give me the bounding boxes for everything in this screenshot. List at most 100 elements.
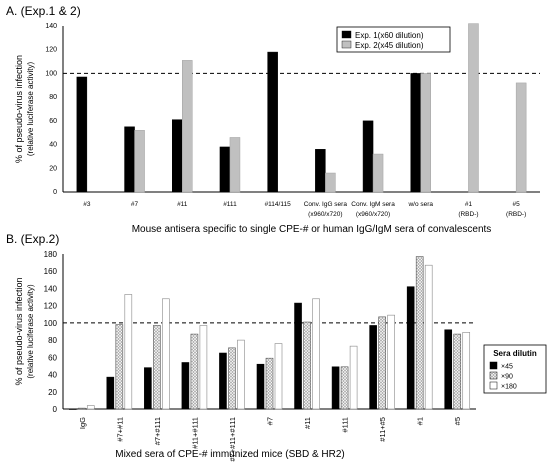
panel-b-bar: [294, 302, 302, 410]
panel-b-bar: [424, 264, 433, 410]
panel-b-x-tick-label: #11+#111: [190, 417, 199, 449]
panel-a-x-tick-label: #7: [131, 201, 139, 208]
panel-a-bar: [267, 51, 278, 193]
panel-a-bar: [325, 172, 336, 193]
panel-b-bar: [387, 314, 395, 410]
panel-a-bar: [362, 120, 374, 193]
panel-a-bar: [515, 82, 527, 193]
panel-b-bar: [453, 333, 462, 410]
panel-b-ytick-label: 60: [48, 353, 57, 362]
panel-b-bar: [144, 367, 152, 410]
panel-b-x-tick-label: #11+#5: [378, 417, 387, 442]
panel-b-legend-swatch: [489, 361, 498, 370]
panel-b-x-tick-label: #7+#11+#111: [228, 417, 237, 462]
panel-b-bar: [199, 325, 208, 410]
panel-a-legend-label: Exp. 1(x60 dilution): [355, 31, 424, 40]
panel-a-x-tick-sublabel: (x960/x720): [356, 211, 390, 218]
panel-a-x-tick-label: #11: [177, 201, 188, 208]
panel-b-x-tick-label: #1: [416, 417, 425, 425]
panel-b-ytick-label: 160: [44, 267, 58, 276]
panel-a-xlabel: Mouse antisera specific to single CPE-# …: [132, 224, 492, 235]
panel-b-bar: [106, 376, 115, 410]
panel-a-legend-box: [336, 26, 451, 53]
panel-b-bar: [349, 345, 358, 410]
panel-a-ytick-label: 60: [49, 118, 57, 125]
panel-a-x-tick-label: Conv. IgM sera: [351, 201, 395, 208]
panel-b-legend-swatch: [489, 381, 498, 390]
panel-b-legend-label: ×45: [501, 364, 513, 371]
panel-a-bar: [420, 73, 431, 193]
panel-b-bar: [312, 298, 320, 410]
panel-b-bar: [115, 324, 124, 410]
panel-a-ylabel: % of pseudo-virus infection: [14, 55, 24, 163]
panel-b-bar: [228, 347, 236, 410]
panel-b-bar: [68, 408, 77, 410]
panel-a-ylabel-2: (relative luciferase activity): [26, 62, 35, 157]
panel-b-ylabel-2: (relative luciferase activity): [26, 284, 35, 379]
panel-b-ytick-label: 20: [48, 388, 57, 397]
panel-b-xlabel: Mixed sera of CPE-# immunized mice (SBD …: [115, 449, 345, 460]
panel-b-bar: [274, 343, 283, 410]
panel-b-legend-swatch: [489, 371, 498, 380]
panel-a-x-tick-sublabel: (RBD-): [506, 211, 526, 218]
panel-b-bar: [124, 294, 133, 410]
panel-b-bar: [303, 321, 311, 410]
panel-a-ytick-label: 40: [49, 142, 57, 149]
panel-a-bar: [315, 149, 326, 193]
panel-a-x-tick-label: #1: [465, 201, 473, 208]
panel-b-x-tick-label: #7: [266, 417, 275, 425]
panel-b-bar: [340, 366, 349, 410]
panel-a-ytick-label: 20: [49, 165, 57, 172]
panel-a-x-tick-label: #111: [223, 201, 237, 208]
panel-a-x-tick-sublabel: (x960/x720): [308, 211, 342, 218]
panel-b-bar: [86, 405, 95, 410]
panel-b-ytick-label: 80: [48, 336, 57, 345]
panel-a-bar: [182, 60, 193, 193]
panel-a-x-tick-label: #3: [83, 201, 91, 208]
panel-a-x-tick-label: w/o sera: [407, 201, 433, 208]
panel-a-ytick-label: 140: [45, 23, 57, 30]
panel-b-title: B. (Exp.2): [6, 232, 59, 246]
panel-a-x-tick-label: Conv. IgG sera: [304, 201, 348, 208]
panel-a-ytick-label: 100: [45, 70, 57, 77]
panel-b-legend-title: Sera dilutin: [493, 349, 537, 358]
panel-b-bar: [406, 286, 415, 410]
panel-b-bar: [415, 256, 424, 410]
panel-b-ytick-label: 0: [53, 405, 58, 414]
panel-a-bar: [134, 130, 145, 193]
panel-b-x-tick-label: #7+#11: [115, 417, 124, 442]
panel-b-bar: [444, 329, 453, 410]
panel-a-bar: [468, 23, 479, 193]
panel-a-legend-label: Exp. 2(x45 dilution): [355, 41, 424, 50]
panel-b-bar: [369, 325, 377, 410]
panel-b-bar: [219, 352, 227, 410]
panel-b-bar: [331, 366, 340, 410]
panel-b-x-tick-label: #11: [303, 417, 312, 429]
panel-a-x-tick-label: #5: [513, 201, 521, 208]
panel-b-ytick-label: 120: [44, 302, 58, 311]
panel-b-x-tick-label: IgG: [78, 417, 87, 429]
panel-b-bar: [378, 316, 386, 410]
panel-a-title: A. (Exp.1 & 2): [6, 4, 81, 18]
panel-b-legend-label: ×90: [501, 374, 513, 381]
panel-b-bar: [265, 357, 274, 410]
panel-a-bar: [229, 137, 241, 193]
panel-a-bar: [172, 119, 183, 193]
panel-b-bar: [237, 339, 245, 410]
panel-b-x-tick-label: #111: [341, 417, 350, 433]
panel-a-x-tick-sublabel: (RBD-): [458, 211, 478, 218]
panel-b-bar: [77, 407, 86, 410]
panel-b-ytick-label: 100: [44, 319, 58, 328]
panel-a-bar: [124, 126, 135, 193]
panel-b-legend-box: [483, 344, 547, 394]
panel-b-ytick-label: 140: [44, 284, 58, 293]
panel-b-x-tick-label: #7+#111: [153, 417, 162, 445]
panel-b-bar: [256, 363, 265, 410]
panel-a-bar: [372, 153, 384, 193]
panel-b-x-tick-label: #5: [453, 417, 462, 425]
panel-b-legend-label: ×180: [501, 384, 517, 391]
panel-b-bar: [153, 325, 161, 410]
panel-a-bar: [410, 73, 421, 193]
panel-a-bar: [76, 76, 88, 193]
